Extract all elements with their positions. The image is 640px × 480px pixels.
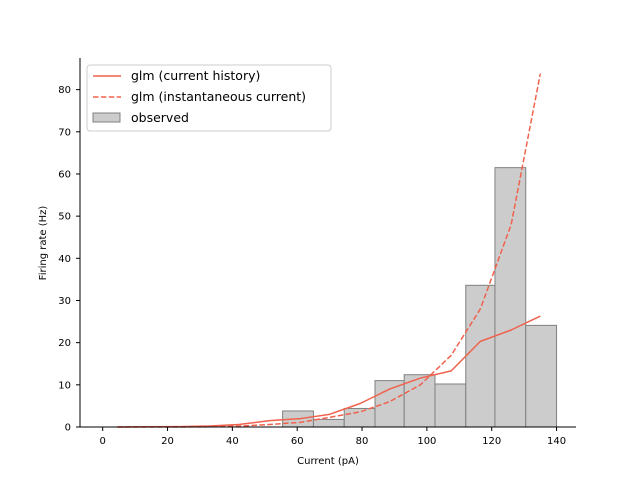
y-tick-label: 60 (58, 169, 71, 180)
y-axis-label: Firing rate (Hz) (38, 206, 49, 281)
observed-bar (312, 418, 345, 428)
observed-bar (343, 407, 376, 428)
x-tick-label: 80 (356, 436, 369, 447)
x-tick-label: 140 (547, 436, 566, 447)
legend-label-instantaneous-current: glm (instantaneous current) (131, 89, 306, 104)
y-tick-label: 20 (58, 338, 71, 349)
legend-label-observed: observed (131, 110, 189, 125)
legend: glm (current history) glm (instantaneous… (86, 64, 332, 132)
x-tick-label: 20 (161, 436, 174, 447)
y-tick-label: 0 (65, 423, 71, 434)
x-axis-label: Current (pA) (297, 456, 359, 467)
ticks: 0 20 40 60 80 100 120 140 0 10 20 30 40 50 60 70 80 (58, 85, 566, 447)
observed-bar (494, 167, 527, 428)
y-tick-label: 50 (58, 212, 71, 223)
y-tick-label: 30 (58, 296, 71, 307)
x-tick-label: 40 (226, 436, 239, 447)
legend-swatch-observed (92, 112, 121, 123)
y-tick-label: 40 (58, 254, 71, 265)
y-tick-label: 70 (58, 127, 71, 138)
observed-bar (374, 380, 405, 428)
y-tick-label: 80 (58, 85, 71, 96)
x-tick-label: 100 (417, 436, 436, 447)
observed-bar (434, 383, 467, 428)
observed-bar (525, 324, 558, 428)
observed-bar (465, 284, 496, 428)
x-tick-label: 0 (100, 436, 106, 447)
observed-bars (282, 167, 558, 428)
x-tick-label: 60 (291, 436, 304, 447)
legend-frame (86, 64, 332, 132)
observed-bar (403, 374, 436, 428)
y-tick-label: 10 (58, 380, 71, 391)
x-tick-label: 120 (482, 436, 501, 447)
legend-label-current-history: glm (current history) (131, 68, 260, 83)
axes (79, 58, 576, 428)
